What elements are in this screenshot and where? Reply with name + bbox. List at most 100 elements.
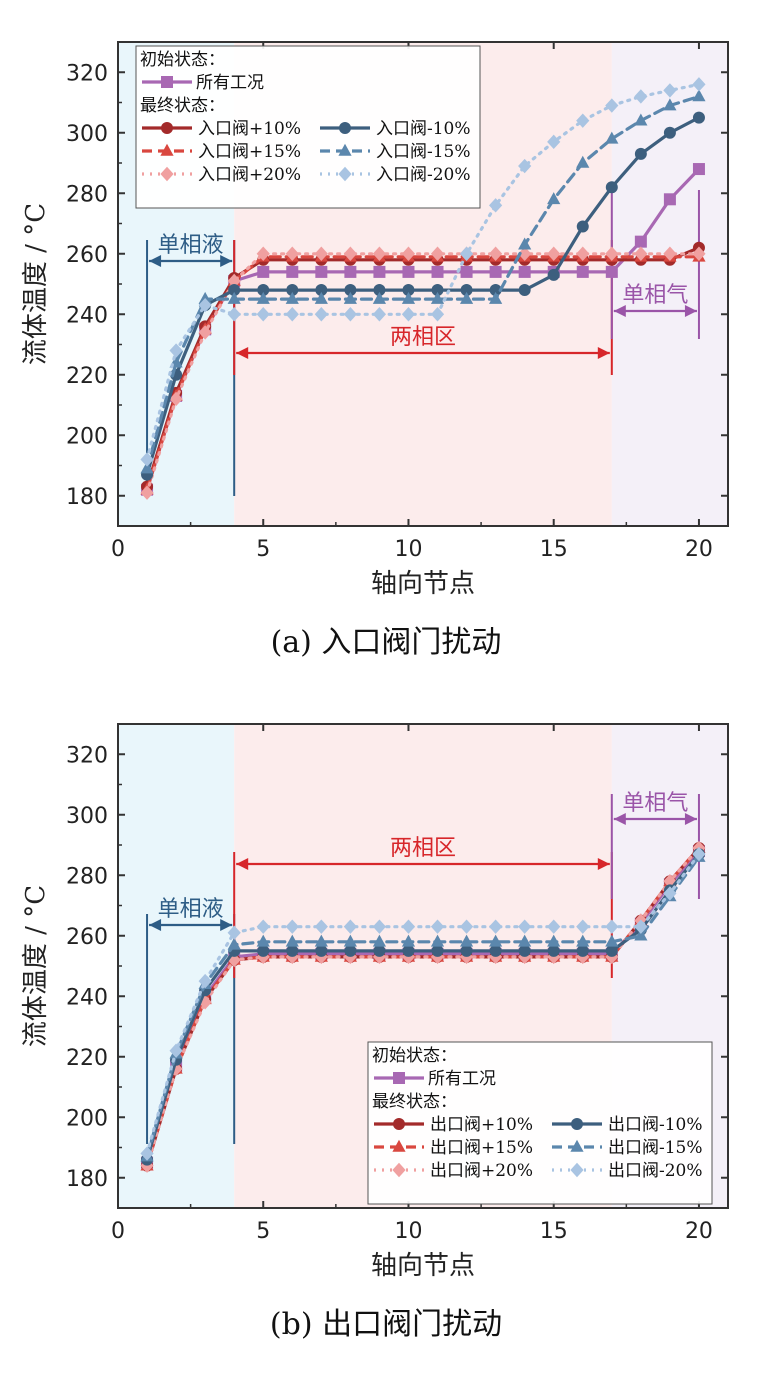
y-tick-label: 220 <box>66 1046 108 1071</box>
legend-item: 入口阀-10% <box>376 119 471 139</box>
data-point <box>518 237 532 250</box>
data-point <box>198 995 212 1010</box>
legend-box <box>367 1041 713 1205</box>
data-point <box>401 919 416 934</box>
data-point <box>314 934 328 947</box>
y-tick-label: 200 <box>66 1106 108 1131</box>
data-point <box>401 949 416 965</box>
region-label: 单相气 <box>622 791 688 816</box>
arrowhead-icon <box>149 255 162 267</box>
y-tick-label: 300 <box>66 122 108 147</box>
data-point <box>547 919 561 934</box>
y-tick-label: 180 <box>66 1167 108 1192</box>
x-axis-label: 轴向节点 <box>371 1251 475 1281</box>
legend-swatch-marker <box>570 1162 584 1178</box>
legend-swatch-marker <box>161 76 173 88</box>
legend-item: 出口阀-20% <box>608 1161 703 1181</box>
data-point <box>286 284 299 297</box>
data-point <box>518 284 531 297</box>
data-point <box>663 193 676 206</box>
data-point <box>692 163 705 176</box>
legend-final-header: 最终状态： <box>140 96 225 116</box>
data-point <box>489 246 503 261</box>
region-band <box>118 724 235 1208</box>
data-point <box>314 291 328 304</box>
series-入口阀-20% <box>140 77 706 467</box>
data-point <box>430 307 445 322</box>
y-axis-label: 流体温度 / °C <box>21 203 51 365</box>
data-point <box>605 934 619 947</box>
legend-item: 出口阀+15% <box>430 1138 533 1158</box>
data-point <box>430 291 445 304</box>
legend-swatch-marker <box>338 166 352 182</box>
data-point <box>634 147 647 160</box>
data-point <box>489 265 502 278</box>
data-point <box>286 944 299 957</box>
data-point <box>402 284 415 297</box>
panel-b-exit-valve: 单相液 两相区 单相气 180 200 220 240 260 280 300 320 0 5 10 15 2… <box>21 723 729 1342</box>
data-point <box>634 919 648 934</box>
legend-item: 入口阀-20% <box>376 165 471 185</box>
legend-swatch-marker <box>571 1118 583 1130</box>
legend-swatch-marker <box>393 1118 405 1130</box>
data-point <box>605 246 619 261</box>
data-point <box>547 944 560 957</box>
data-point <box>547 192 561 205</box>
data-point <box>634 235 647 248</box>
data-point <box>460 944 473 957</box>
data-point <box>430 246 445 261</box>
data-point <box>576 919 590 934</box>
data-point <box>140 452 154 467</box>
y-tick-label: 300 <box>66 804 108 829</box>
data-point <box>343 919 357 934</box>
data-point <box>518 158 532 174</box>
data-point <box>285 246 299 261</box>
data-point <box>402 944 415 957</box>
region-label: 单相气 <box>622 283 688 308</box>
data-point <box>605 949 619 965</box>
legend-item: 入口阀+10% <box>198 119 301 139</box>
data-point <box>343 934 357 947</box>
data-point <box>343 246 357 261</box>
arrowhead-icon <box>684 813 697 825</box>
x-tick-label: 5 <box>256 1219 270 1244</box>
data-point <box>198 291 212 304</box>
data-point <box>430 949 445 965</box>
data-point <box>140 461 154 474</box>
data-point <box>547 134 561 150</box>
data-point <box>518 246 532 261</box>
y-tick-label: 280 <box>66 182 108 207</box>
data-point <box>576 934 590 947</box>
data-point <box>634 89 648 104</box>
y-tick-label: 200 <box>66 424 108 449</box>
legend-swatch-marker <box>160 166 174 182</box>
legend-swatch-marker <box>338 143 352 156</box>
arrowhead-icon <box>684 305 697 317</box>
arrowhead-icon <box>597 347 610 359</box>
legend-box <box>135 45 481 209</box>
data-point <box>663 874 677 889</box>
data-point <box>430 919 445 934</box>
arrowhead-icon <box>220 255 233 267</box>
data-point <box>198 297 212 313</box>
region-band <box>611 42 728 526</box>
legend-item: 入口阀-15% <box>376 142 471 162</box>
x-tick-label: 10 <box>394 1219 422 1244</box>
data-point <box>314 919 328 934</box>
x-tick-label: 10 <box>394 537 422 562</box>
data-point <box>401 934 416 947</box>
data-point <box>634 928 648 941</box>
region-label: 两相区 <box>390 325 456 350</box>
data-point <box>343 307 357 322</box>
data-point <box>431 284 444 297</box>
data-point <box>198 973 212 989</box>
y-tick-label: 240 <box>66 985 108 1010</box>
legend-initial-header: 初始状态： <box>372 1046 457 1066</box>
arrowhead-icon <box>149 919 162 931</box>
data-point <box>605 131 619 144</box>
data-point <box>227 952 241 968</box>
data-point <box>343 949 357 965</box>
arrowhead-icon <box>220 919 233 931</box>
data-point <box>489 934 503 947</box>
data-point <box>140 485 154 500</box>
